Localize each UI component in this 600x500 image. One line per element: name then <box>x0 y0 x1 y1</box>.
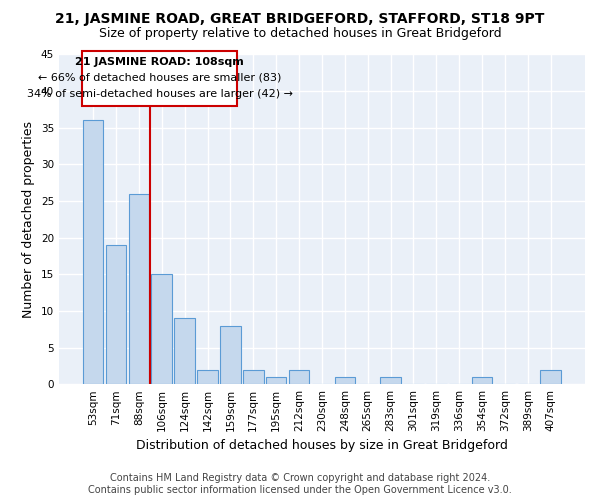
Bar <box>266 377 286 384</box>
FancyBboxPatch shape <box>82 50 237 106</box>
Bar <box>197 370 218 384</box>
Text: ← 66% of detached houses are smaller (83): ← 66% of detached houses are smaller (83… <box>38 72 281 83</box>
Bar <box>106 245 126 384</box>
Bar <box>151 274 172 384</box>
Bar <box>83 120 103 384</box>
Bar <box>335 377 355 384</box>
Y-axis label: Number of detached properties: Number of detached properties <box>22 120 35 318</box>
Bar <box>220 326 241 384</box>
Bar <box>472 377 493 384</box>
Text: Size of property relative to detached houses in Great Bridgeford: Size of property relative to detached ho… <box>98 28 502 40</box>
X-axis label: Distribution of detached houses by size in Great Bridgeford: Distribution of detached houses by size … <box>136 440 508 452</box>
Text: 34% of semi-detached houses are larger (42) →: 34% of semi-detached houses are larger (… <box>27 89 293 99</box>
Text: 21, JASMINE ROAD, GREAT BRIDGEFORD, STAFFORD, ST18 9PT: 21, JASMINE ROAD, GREAT BRIDGEFORD, STAF… <box>55 12 545 26</box>
Text: 21 JASMINE ROAD: 108sqm: 21 JASMINE ROAD: 108sqm <box>76 57 244 67</box>
Bar <box>380 377 401 384</box>
Bar <box>243 370 263 384</box>
Text: Contains HM Land Registry data © Crown copyright and database right 2024.
Contai: Contains HM Land Registry data © Crown c… <box>88 474 512 495</box>
Bar <box>289 370 310 384</box>
Bar <box>128 194 149 384</box>
Bar <box>541 370 561 384</box>
Bar <box>175 318 195 384</box>
